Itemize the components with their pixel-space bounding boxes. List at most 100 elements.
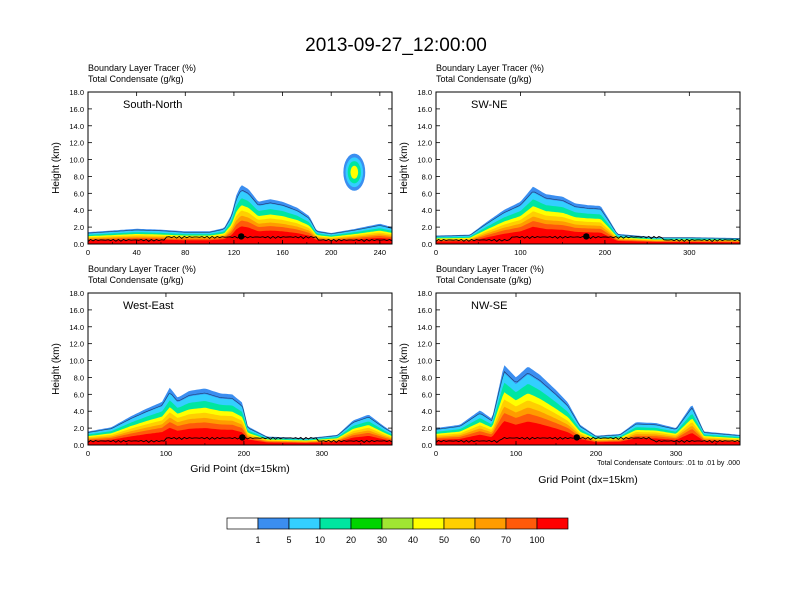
x-tick-label: 80 — [181, 248, 189, 257]
x-tick-label: 0 — [434, 248, 438, 257]
y-tick-label: 10.0 — [69, 156, 84, 165]
colorbar-cell — [443, 517, 476, 530]
y-tick-label: 0.0 — [422, 441, 432, 450]
panel-subtitle: Total Condensate (g/kg) — [88, 74, 184, 84]
panel-label: NW-SE — [471, 300, 507, 312]
y-tick-label: 18.0 — [69, 289, 84, 298]
colorbar-label: 70 — [501, 535, 511, 545]
y-tick-label: 6.0 — [74, 390, 84, 399]
y-axis-label: Height (km) — [399, 142, 410, 194]
panel-label: West-East — [123, 300, 174, 312]
colorbar-cell — [350, 517, 383, 530]
panel-subtitle: Total Condensate (g/kg) — [88, 275, 184, 285]
plot-frame — [435, 91, 741, 245]
y-tick-label: 4.0 — [74, 407, 84, 416]
figure-title: 2013-09-27_12:00:00 — [305, 35, 487, 56]
y-tick-label: 8.0 — [422, 373, 432, 382]
contour-note: Total Condensate Contours: .01 to .01 by… — [597, 460, 740, 467]
y-tick-label: 16.0 — [417, 105, 432, 114]
colorbar-label: 60 — [470, 535, 480, 545]
y-tick-label: 2.0 — [422, 223, 432, 232]
y-tick-label: 12.0 — [69, 139, 84, 148]
tracer-blob — [350, 165, 359, 179]
y-tick-label: 18.0 — [417, 289, 432, 298]
y-tick-label: 2.0 — [74, 424, 84, 433]
condensate-contour — [436, 191, 740, 239]
colorbar-cell — [381, 517, 414, 530]
panel-subtitle: Boundary Layer Tracer (%) — [436, 63, 544, 73]
y-tick-label: 4.0 — [422, 206, 432, 215]
panels: Boundary Layer Tracer (%)Total Condensat… — [51, 63, 741, 486]
panel-nw-se: Boundary Layer Tracer (%)Total Condensat… — [399, 264, 741, 486]
colorbar-label: 10 — [315, 535, 325, 545]
y-tick-label: 10.0 — [417, 156, 432, 165]
y-tick-label: 0.0 — [74, 240, 84, 249]
y-tick-label: 16.0 — [417, 306, 432, 315]
colorbar-cell — [288, 517, 321, 530]
panel-subtitle: Total Condensate (g/kg) — [436, 275, 532, 285]
x-tick-label: 0 — [434, 449, 438, 458]
location-marker — [573, 434, 580, 441]
x-tick-label: 100 — [510, 449, 523, 458]
x-tick-label: 120 — [228, 248, 241, 257]
colorbar-label: 30 — [377, 535, 387, 545]
y-tick-label: 16.0 — [69, 105, 84, 114]
y-tick-label: 18.0 — [417, 88, 432, 97]
y-tick-label: 14.0 — [417, 323, 432, 332]
x-tick-label: 100 — [514, 248, 527, 257]
colorbar-cell — [412, 517, 445, 530]
plot-area — [88, 153, 392, 244]
y-tick-label: 8.0 — [422, 172, 432, 181]
x-axis-label: Grid Point (dx=15km) — [190, 463, 290, 475]
plot-frame — [87, 292, 393, 446]
y-tick-label: 0.0 — [422, 240, 432, 249]
colorbar-label: 40 — [408, 535, 418, 545]
y-tick-label: 6.0 — [422, 390, 432, 399]
condensate-contour — [436, 371, 740, 437]
x-tick-label: 200 — [599, 248, 612, 257]
x-tick-label: 200 — [590, 449, 603, 458]
y-tick-label: 10.0 — [417, 357, 432, 366]
colorbar-cell — [474, 517, 507, 530]
panel-label: South-North — [123, 99, 182, 111]
y-tick-label: 18.0 — [69, 88, 84, 97]
panel-subtitle: Total Condensate (g/kg) — [436, 74, 532, 84]
plot-area — [436, 186, 740, 244]
colorbar-label: 5 — [286, 535, 291, 545]
colorbar-label: 50 — [439, 535, 449, 545]
y-tick-label: 10.0 — [69, 357, 84, 366]
y-tick-label: 8.0 — [74, 172, 84, 181]
panel-west-east: Boundary Layer Tracer (%)Total Condensat… — [51, 264, 393, 475]
colorbar-label: 1 — [255, 535, 260, 545]
y-axis-label: Height (km) — [51, 142, 62, 194]
location-marker — [583, 233, 590, 240]
y-axis-label: Height (km) — [51, 343, 62, 395]
x-tick-label: 100 — [160, 449, 173, 458]
plot-area — [88, 387, 392, 445]
colorbar-label: 100 — [529, 535, 544, 545]
plot-frame — [435, 292, 741, 446]
x-tick-label: 0 — [86, 248, 90, 257]
y-tick-label: 2.0 — [422, 424, 432, 433]
condensate-contour — [88, 189, 392, 235]
tracer-band-7 — [436, 421, 740, 445]
panel-label: SW-NE — [471, 99, 507, 111]
y-tick-label: 16.0 — [69, 306, 84, 315]
x-tick-label: 300 — [670, 449, 683, 458]
colorbar-cell — [505, 517, 538, 530]
y-tick-label: 8.0 — [74, 373, 84, 382]
terrain-line — [436, 436, 740, 443]
panel-subtitle: Boundary Layer Tracer (%) — [88, 264, 196, 274]
x-tick-label: 0 — [86, 449, 90, 458]
condensate-contour — [88, 392, 392, 440]
x-tick-label: 200 — [238, 449, 251, 458]
x-tick-label: 40 — [132, 248, 140, 257]
y-tick-label: 2.0 — [74, 223, 84, 232]
x-tick-label: 300 — [316, 449, 329, 458]
y-tick-label: 4.0 — [74, 206, 84, 215]
y-tick-label: 6.0 — [74, 189, 84, 198]
panel-south-north: Boundary Layer Tracer (%)Total Condensat… — [51, 63, 393, 257]
colorbar-legend: 1 5 10 20 30 40 50 60 70 100 — [226, 517, 569, 545]
location-marker — [239, 434, 246, 441]
